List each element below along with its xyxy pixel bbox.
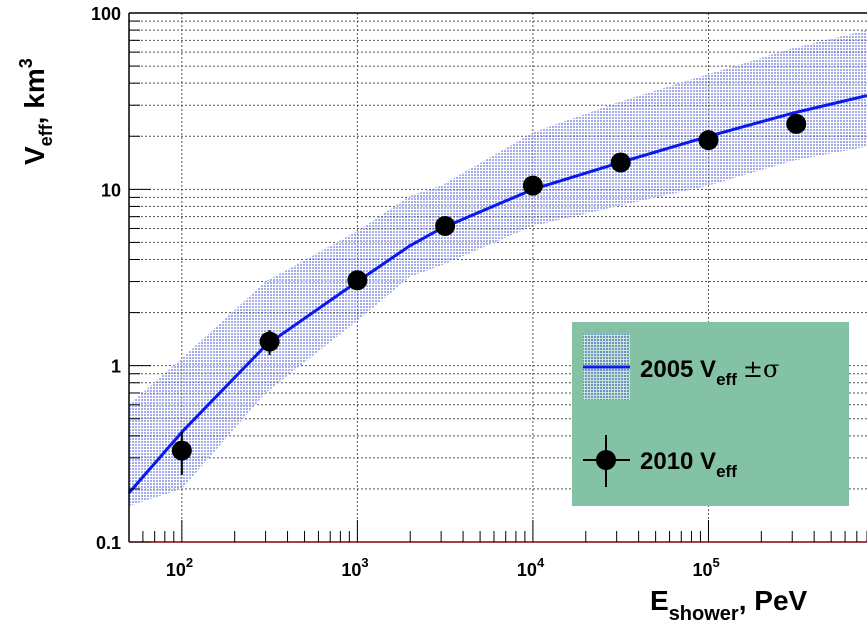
y-tick-label: 100 [91, 4, 121, 24]
data-point [610, 152, 631, 173]
data-point [435, 215, 456, 236]
x-tick-label-base: 10 [341, 560, 361, 580]
y-axis-title-rest: , km [19, 68, 50, 124]
y-axis-title-sup: 3 [16, 58, 36, 68]
legend-label-2005: 2005 Veff ±σ [640, 355, 779, 389]
y-axis-title-sub: eff [36, 123, 56, 146]
x-tick-label-base: 10 [517, 560, 537, 580]
legend-label-2010: 2010 Veff [640, 448, 737, 481]
x-tick-labels: 102 103 104 105 [166, 555, 720, 580]
legend-2005-name: 2005 V [640, 356, 716, 383]
sigma-band-area [129, 30, 867, 507]
y-axis-title: Veff, km3 [16, 58, 56, 165]
legend-2010-name: 2010 V [640, 448, 716, 475]
y-tick-label: 1 [111, 357, 121, 377]
veff-2010-points [171, 113, 807, 475]
data-point [171, 440, 192, 461]
x-axis-title-rest: , PeV [739, 585, 808, 616]
x-axis-title: Eshower, PeV [650, 585, 808, 625]
x-tick-label-base: 10 [692, 560, 712, 580]
legend: 2005 Veff ±σ 2010 Veff [572, 322, 849, 506]
x-tick-label: 102 [166, 555, 193, 580]
x-axis-title-main: E [650, 585, 669, 616]
legend-2010-sub: eff [716, 462, 737, 481]
legend-2005-sub: eff [716, 370, 737, 389]
x-tick-label-exp: 3 [361, 555, 368, 570]
y-tick-labels: 0.1 1 10 100 [91, 4, 121, 553]
svg-text:Veff, km3: Veff, km3 [16, 58, 56, 165]
y-axis-title-main: V [19, 146, 50, 165]
data-point [259, 331, 280, 352]
sigma-band [129, 30, 867, 507]
data-point [522, 175, 543, 196]
x-tick-label-exp: 4 [537, 555, 545, 570]
y-tick-label: 0.1 [96, 533, 121, 553]
legend-2005-suffix: ±σ [743, 355, 780, 383]
x-axis-title-sub: shower [669, 603, 739, 625]
data-point [347, 270, 368, 291]
axis-ticks [128, 12, 867, 543]
x-tick-label-exp: 5 [713, 555, 720, 570]
y-tick-label: 10 [101, 180, 121, 200]
data-point [786, 113, 807, 134]
x-tick-label-exp: 2 [186, 555, 193, 570]
x-tick-label: 105 [692, 555, 719, 580]
x-tick-label: 103 [341, 555, 368, 580]
x-tick-label: 104 [517, 555, 545, 580]
legend-point-marker [596, 450, 616, 470]
x-tick-label-base: 10 [166, 560, 186, 580]
data-point [698, 130, 719, 151]
